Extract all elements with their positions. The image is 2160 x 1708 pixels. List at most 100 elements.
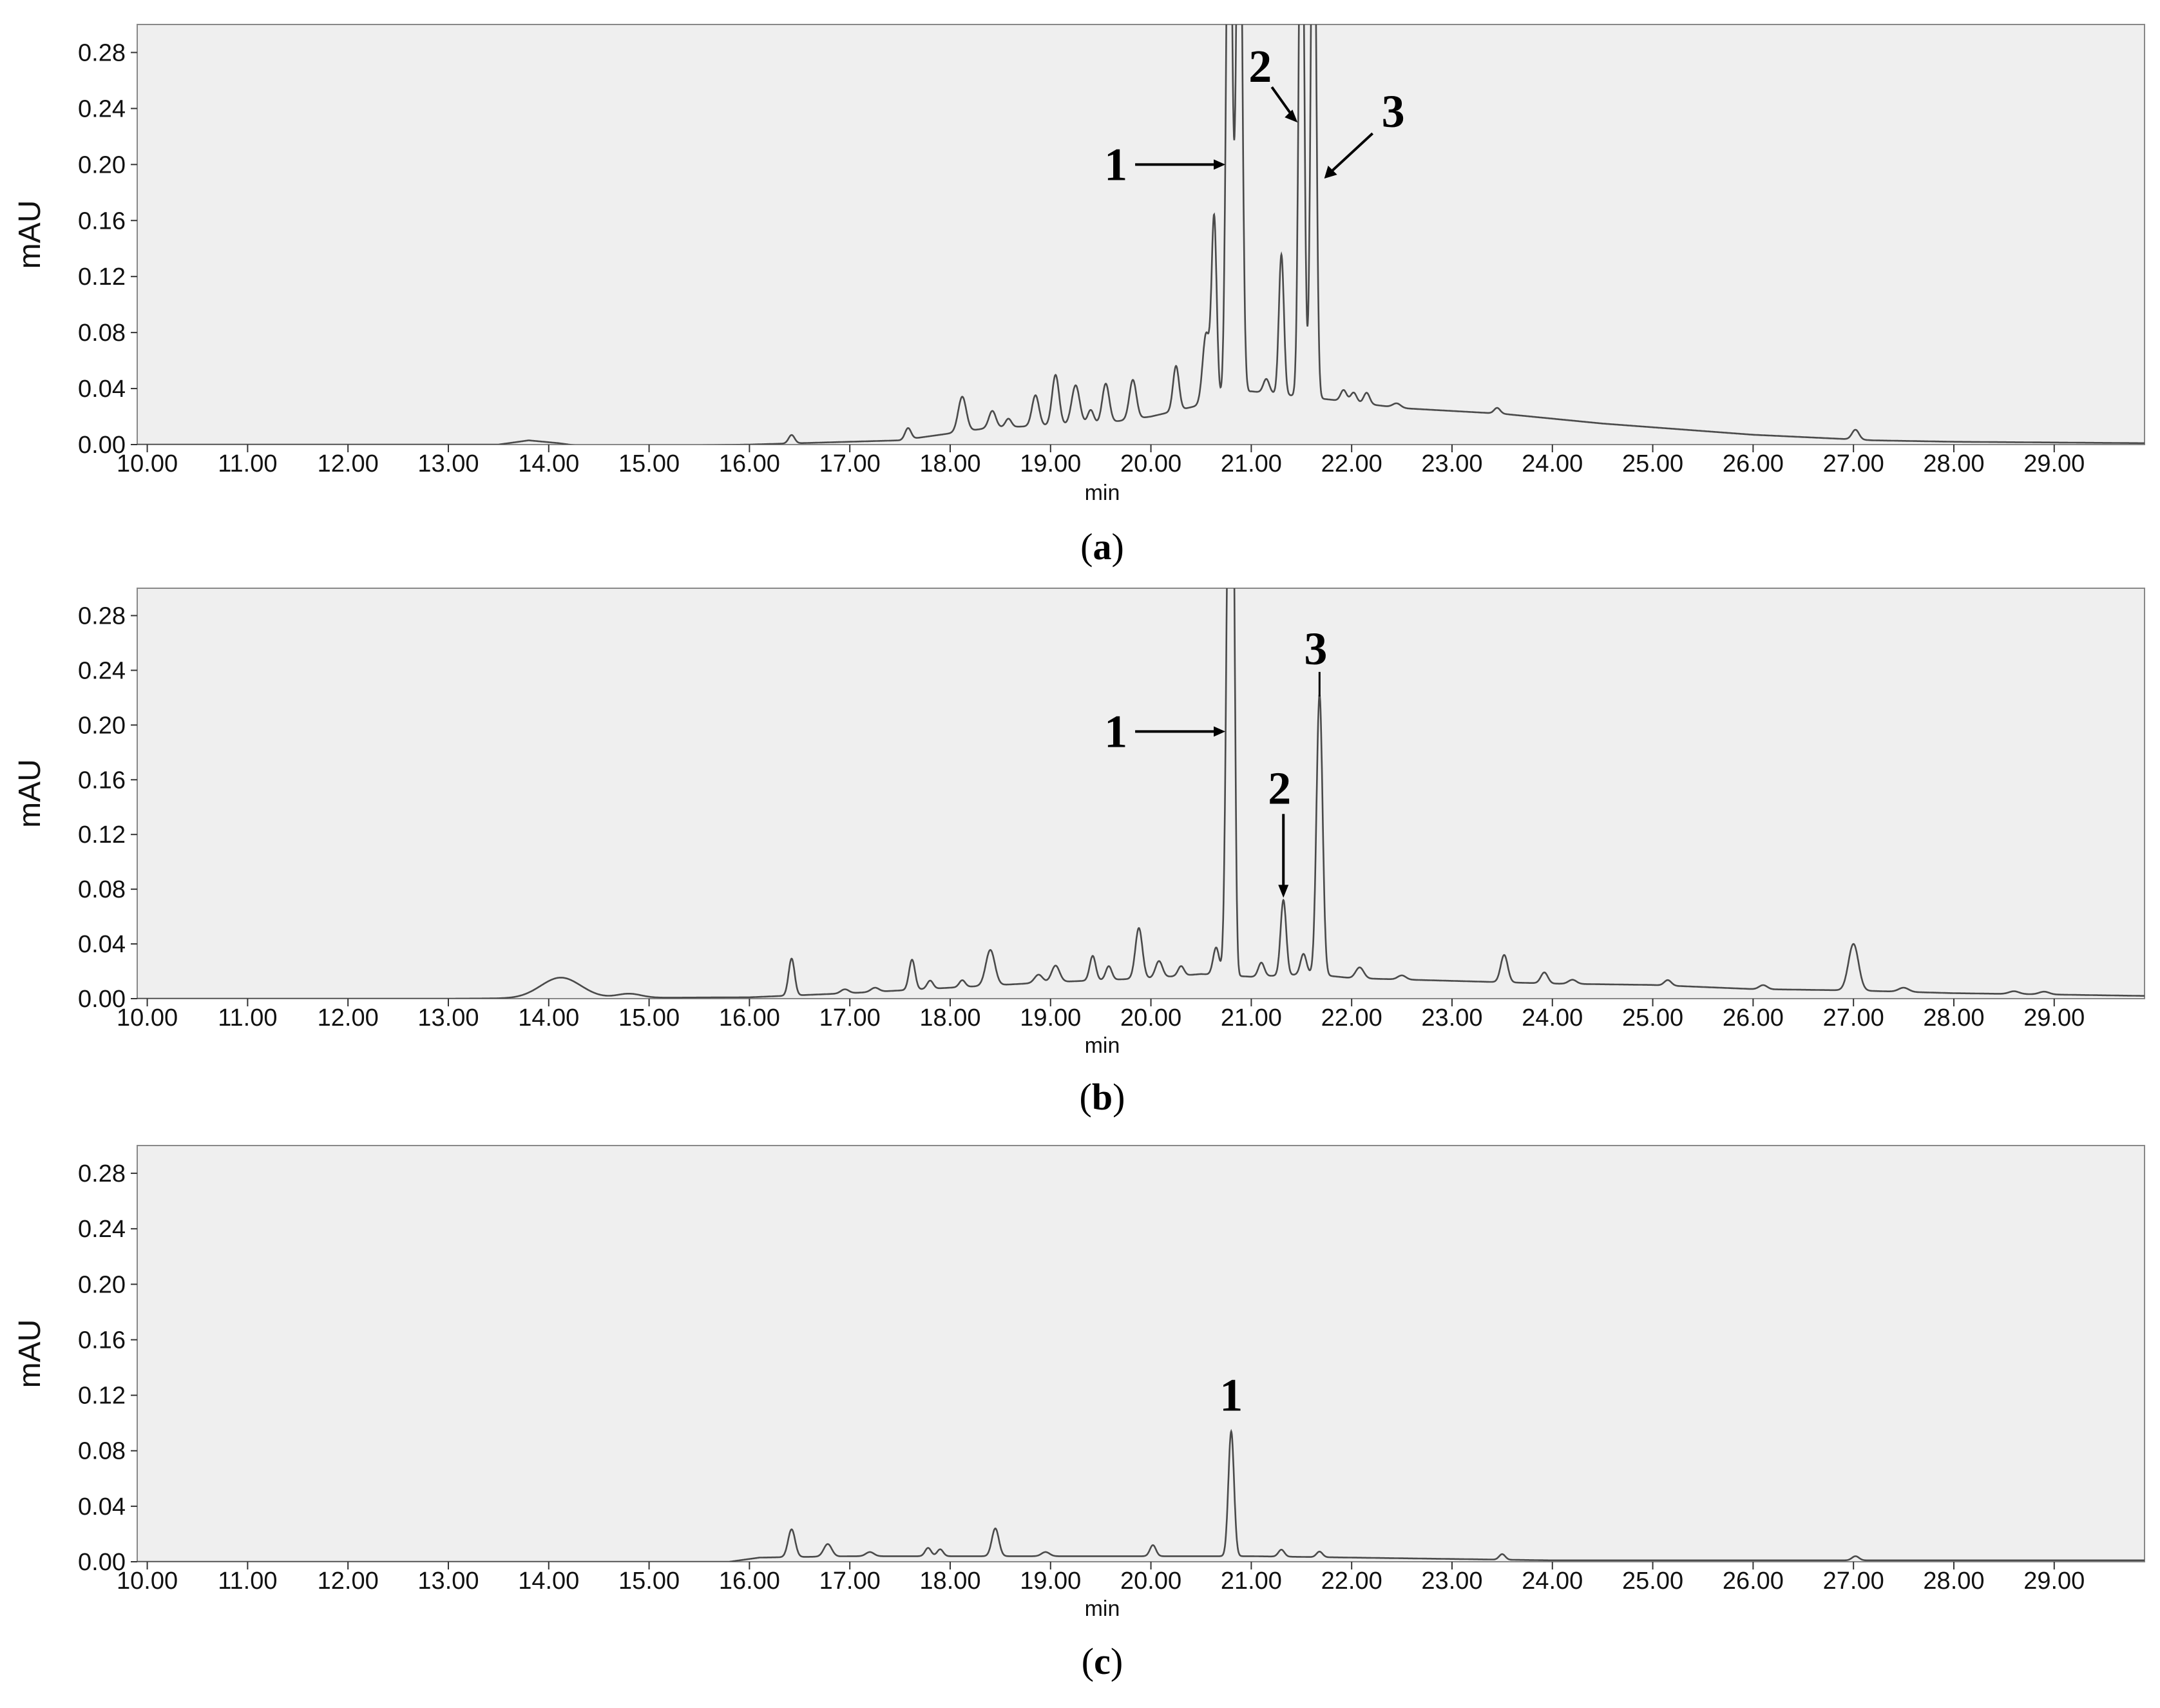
y-tick-label: 0.04	[78, 376, 126, 403]
peak-arrowhead	[1324, 166, 1337, 179]
peak-label: 3	[1382, 86, 1405, 137]
x-tick-label: 15.00	[618, 1568, 680, 1595]
x-tick-label: 17.00	[819, 450, 881, 477]
peak-arrowhead	[1278, 885, 1289, 898]
y-tick-label: 0.08	[78, 1438, 126, 1465]
x-tick-label: 23.00	[1421, 450, 1482, 477]
x-tick-label: 29.00	[2023, 1568, 2085, 1595]
x-tick-label: 10.00	[117, 1568, 178, 1595]
chromatogram-trace	[137, 24, 2145, 445]
y-tick-label: 0.12	[78, 1383, 126, 1410]
y-tick-label: 0.08	[78, 320, 126, 347]
x-tick-label: 19.00	[1020, 450, 1081, 477]
x-tick-label: 20.00	[1120, 1568, 1181, 1595]
chromatogram-panel-a: 0.00 0.04 0.08 0.12 0.16 0.20 0.24 0.28 10.00 11.…	[13, 24, 2145, 568]
x-tick-label: 11.00	[218, 1568, 277, 1595]
x-tick-label: 17.00	[819, 1568, 881, 1595]
x-tick-label: 14.00	[518, 450, 579, 477]
x-tick-label: 25.00	[1622, 1004, 1683, 1032]
y-axis-label: mAU	[13, 1319, 47, 1388]
x-tick-label: 12.00	[318, 1568, 379, 1595]
y-tick-label: 0.20	[78, 712, 126, 739]
x-axis-label: min	[1085, 1597, 1120, 1621]
y-tick-label: 0.24	[78, 1216, 126, 1243]
panel-caption: (a)	[1080, 526, 1124, 568]
x-axis-label: min	[1085, 481, 1120, 505]
peak-label: 1	[1104, 139, 1127, 190]
x-tick-label: 26.00	[1723, 450, 1784, 477]
x-tick-label: 25.00	[1622, 1568, 1683, 1595]
y-axis-label: mAU	[13, 759, 47, 828]
x-tick-label: 24.00	[1522, 450, 1583, 477]
x-tick-label: 16.00	[719, 450, 780, 477]
x-tick-label: 19.00	[1020, 1004, 1081, 1032]
y-tick-label: 0.16	[78, 1327, 126, 1354]
x-tick-label: 26.00	[1723, 1568, 1784, 1595]
y-tick-label: 0.16	[78, 767, 126, 794]
x-tick-label: 11.00	[218, 450, 277, 477]
panel-caption-letter: b	[1092, 1076, 1113, 1118]
x-tick-label: 16.00	[719, 1568, 780, 1595]
chromatogram-trace	[137, 1428, 2145, 1562]
peak-label: 1	[1219, 1369, 1243, 1421]
panel-caption: (b)	[1080, 1076, 1125, 1118]
x-tick-label: 18.00	[919, 1568, 980, 1595]
x-tick-label: 16.00	[719, 1004, 780, 1032]
x-tick-label: 21.00	[1221, 1568, 1282, 1595]
x-tick-label: 10.00	[117, 450, 178, 477]
x-tick-label: 15.00	[618, 1004, 680, 1032]
x-tick-label: 27.00	[1823, 1004, 1884, 1032]
y-tick-label: 0.28	[78, 1160, 126, 1187]
peak-label: 1	[1104, 705, 1127, 757]
x-tick-label: 21.00	[1221, 1004, 1282, 1032]
panel-caption-letter: c	[1094, 1640, 1111, 1682]
peak-arrowhead	[1285, 110, 1298, 123]
x-tick-label: 22.00	[1321, 450, 1382, 477]
x-tick-label: 18.00	[919, 1004, 980, 1032]
y-tick-label: 0.24	[78, 95, 126, 122]
x-tick-label: 17.00	[819, 1004, 881, 1032]
x-tick-label: 18.00	[919, 450, 980, 477]
panel-caption-letter: a	[1093, 526, 1112, 568]
x-tick-label: 28.00	[1923, 450, 1984, 477]
y-tick-label: 0.00	[78, 432, 126, 459]
peak-label: 2	[1268, 762, 1291, 814]
y-tick-label: 0.00	[78, 1549, 126, 1576]
x-tick-label: 27.00	[1823, 450, 1884, 477]
x-tick-label: 13.00	[417, 1004, 479, 1032]
peak-label: 2	[1248, 41, 1272, 92]
x-tick-label: 22.00	[1321, 1004, 1382, 1032]
y-tick-label: 0.24	[78, 657, 126, 684]
x-tick-label: 22.00	[1321, 1568, 1382, 1595]
chromatogram-trace	[137, 588, 2145, 999]
y-tick-label: 0.28	[78, 602, 126, 629]
x-tick-label: 25.00	[1622, 450, 1683, 477]
x-tick-label: 13.00	[417, 1568, 479, 1595]
x-tick-label: 14.00	[518, 1568, 579, 1595]
peak-arrowhead	[1214, 726, 1226, 737]
peak-arrow	[1270, 86, 1294, 117]
x-tick-label: 28.00	[1923, 1004, 1984, 1032]
y-tick-label: 0.00	[78, 986, 126, 1013]
y-tick-label: 0.12	[78, 264, 126, 291]
y-tick-label: 0.08	[78, 876, 126, 903]
x-tick-label: 20.00	[1120, 1004, 1181, 1032]
y-tick-label: 0.12	[78, 821, 126, 849]
plot-area	[137, 588, 2145, 999]
y-axis-label: mAU	[13, 200, 47, 269]
chromatogram-panel-b: 0.00 0.04 0.08 0.12 0.16 0.20 0.24 0.28 10.00 11.…	[13, 588, 2145, 1118]
peak-arrow	[1329, 132, 1374, 174]
x-tick-label: 21.00	[1221, 450, 1282, 477]
x-axis-label: min	[1085, 1033, 1120, 1058]
y-tick-label: 0.04	[78, 1493, 126, 1521]
x-tick-label: 14.00	[518, 1004, 579, 1032]
peak-arrowhead	[1214, 159, 1226, 170]
x-tick-label: 13.00	[417, 450, 479, 477]
x-tick-label: 23.00	[1421, 1568, 1482, 1595]
plot-area	[137, 24, 2145, 445]
x-tick-label: 24.00	[1522, 1004, 1583, 1032]
x-tick-label: 26.00	[1723, 1004, 1784, 1032]
peak-label: 3	[1304, 623, 1327, 675]
y-tick-label: 0.16	[78, 207, 126, 235]
